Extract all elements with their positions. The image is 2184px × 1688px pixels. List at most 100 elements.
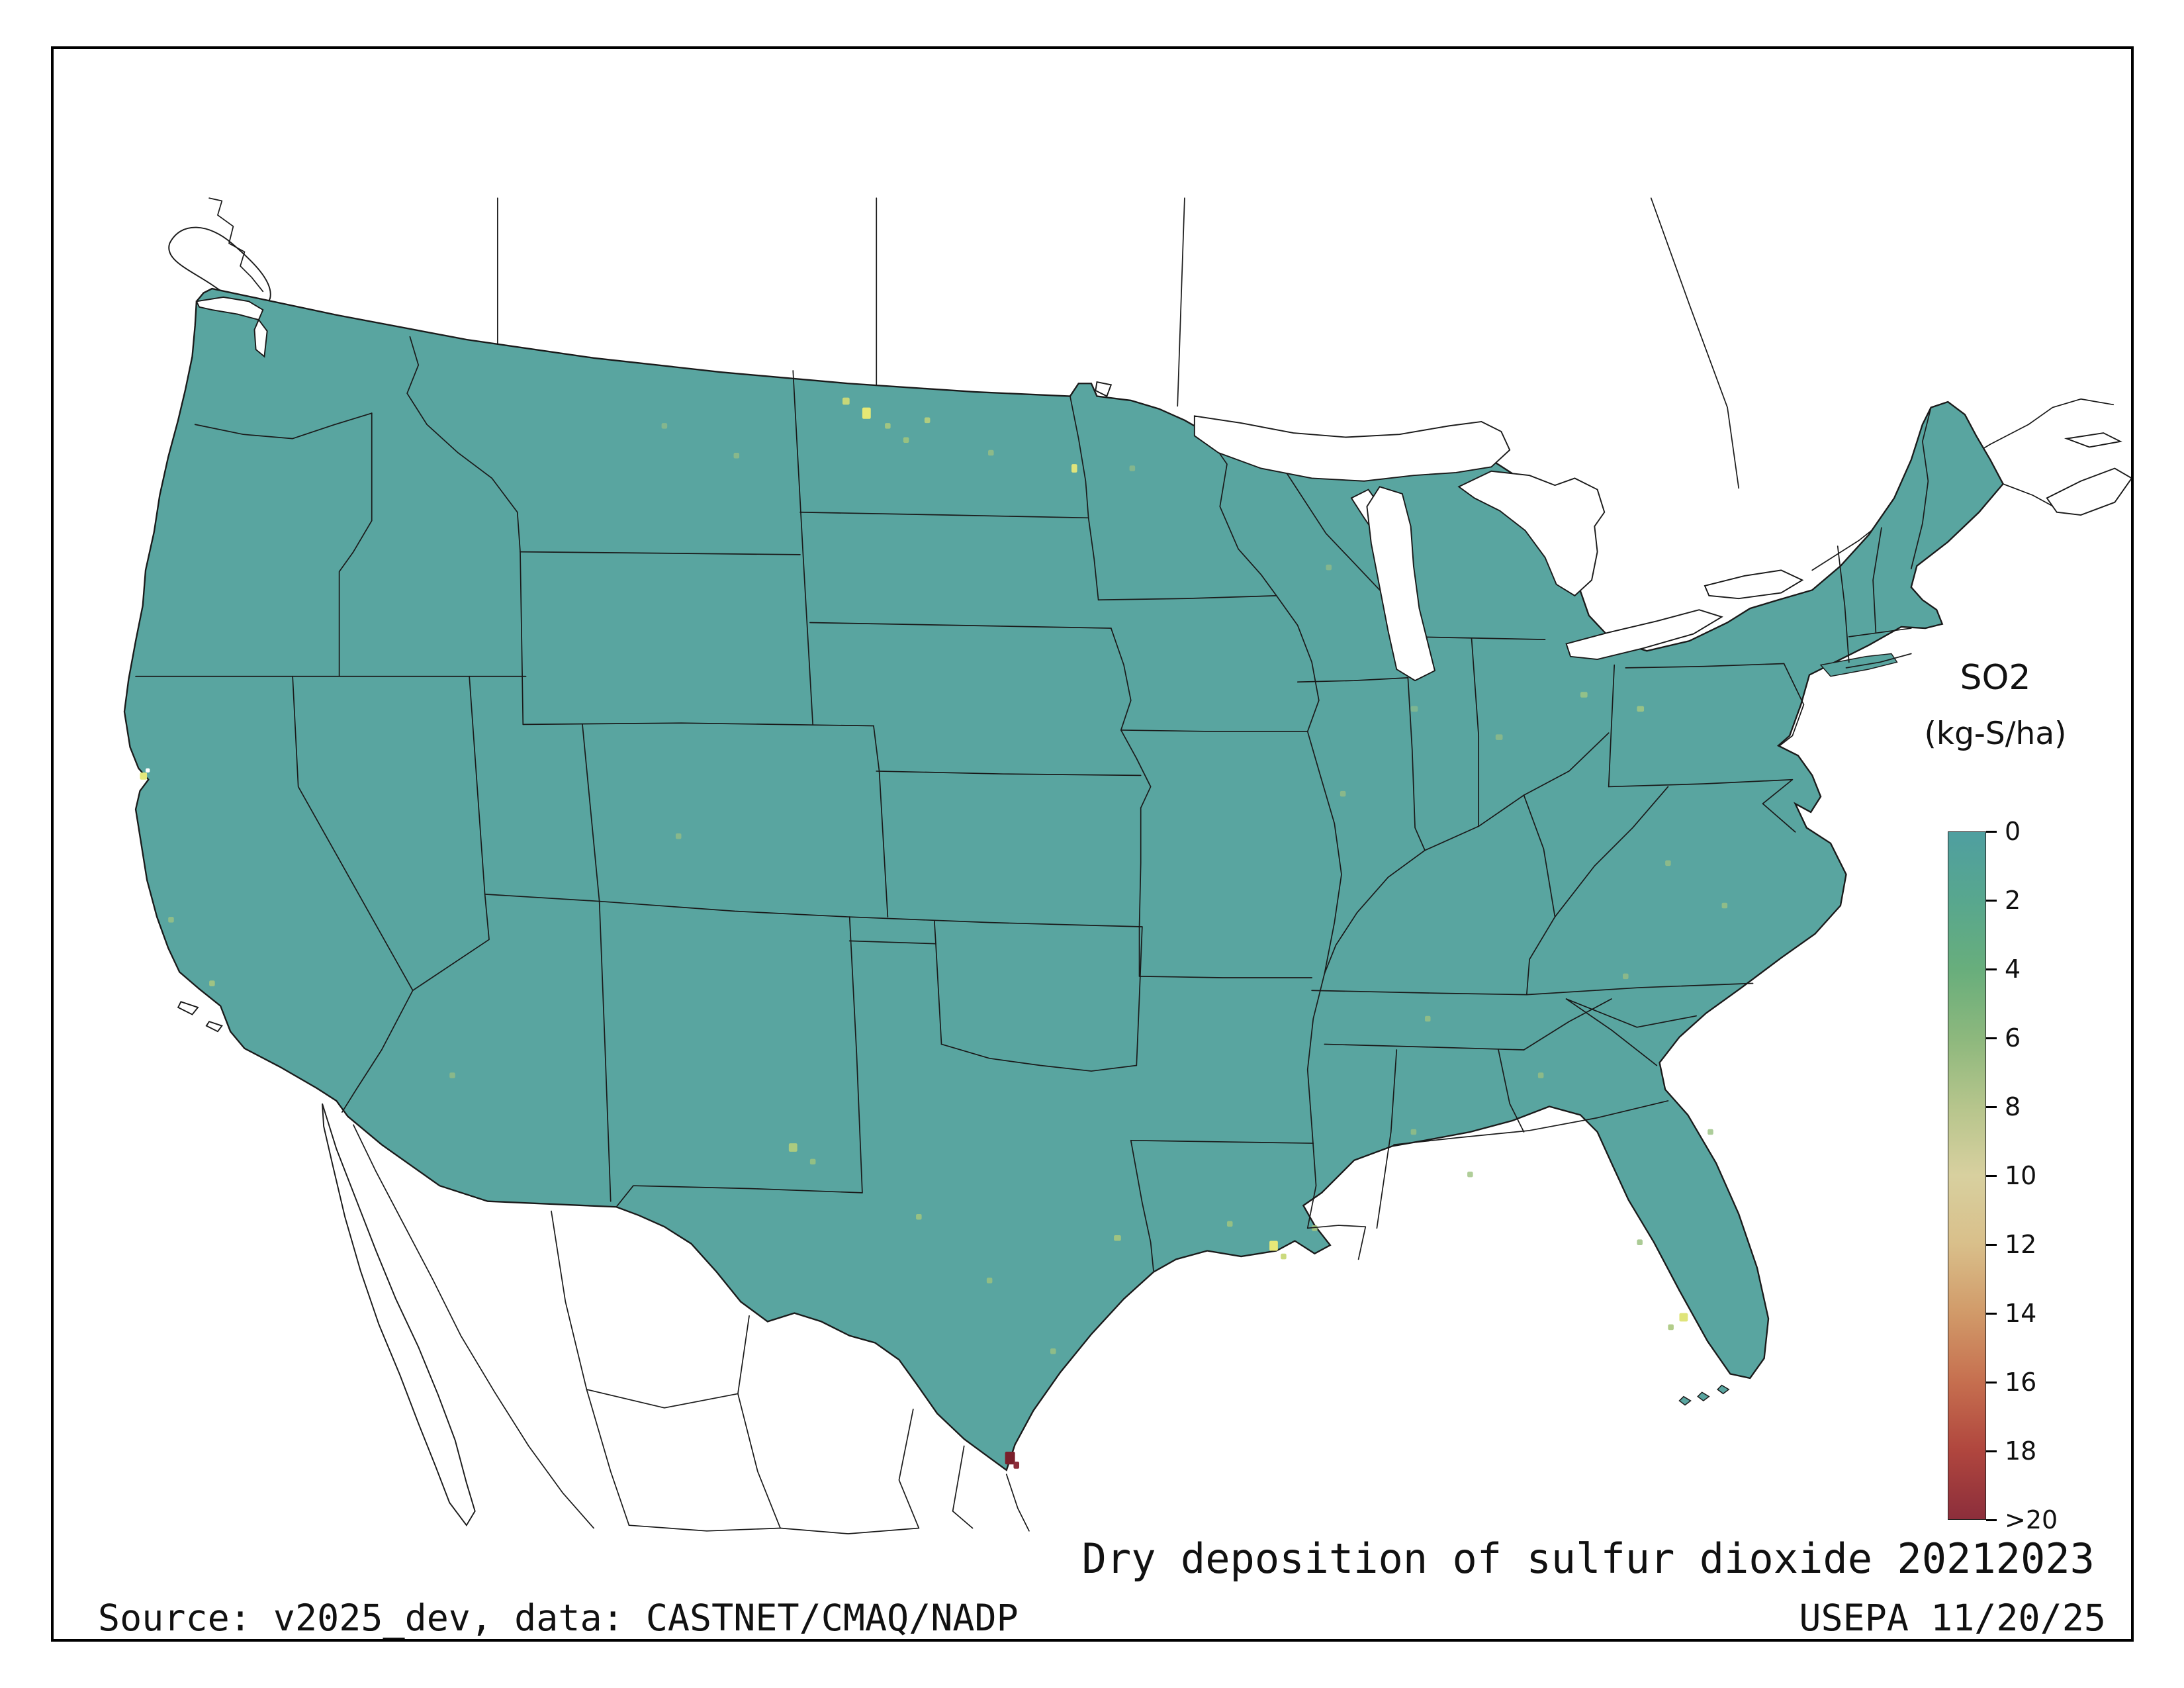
state-border-line [848, 940, 936, 945]
state-border-line [1872, 527, 1882, 633]
state-border-line [1523, 998, 1612, 1051]
legend-tick: 8 [1986, 1092, 2021, 1121]
lake-ontario [1704, 569, 1804, 600]
legend-tick-label: 8 [2005, 1092, 2021, 1121]
deposition-hotspot [1721, 902, 1728, 909]
lake-michigan [1366, 486, 1436, 682]
baja-peninsula [322, 1103, 476, 1526]
nova-scotia [2046, 467, 2133, 516]
deposition-hotspot [146, 768, 150, 773]
legend-tick-label: 6 [2005, 1023, 2021, 1053]
legend-tickmark [1986, 1174, 1997, 1177]
state-border-line [582, 724, 600, 902]
source-text: Source: v2025_dev, data: CASTNET/CMAQ/NA… [98, 1597, 1019, 1639]
state-border-line [1120, 729, 1308, 732]
mexico-state-border [780, 1527, 920, 1534]
state-border-line [1138, 807, 1142, 977]
state-border-line [1565, 998, 1697, 1028]
mexico-state-border [628, 1524, 781, 1532]
legend-tickmark [1986, 968, 1997, 970]
state-border-line [1069, 395, 1099, 601]
deposition-hotspot [1637, 706, 1645, 712]
state-border-line [1523, 794, 1556, 917]
deposition-hotspot [1707, 1129, 1713, 1135]
lake-huron [1457, 470, 1606, 597]
legend-tick: 14 [1986, 1299, 2036, 1328]
state-border-line [1845, 653, 1912, 669]
legend-tick-label: >20 [2005, 1505, 2058, 1534]
deposition-hotspot [903, 437, 909, 444]
puget-sound [253, 318, 268, 358]
state-border-line [1297, 677, 1409, 683]
lake-superior [1193, 415, 1511, 482]
map-title: Dry deposition of sulfur dioxide 2021202… [1081, 1534, 2095, 1583]
deposition-hotspot [1580, 692, 1588, 698]
state-border-line [799, 511, 1089, 519]
legend-tick: 12 [1986, 1230, 2036, 1259]
state-border-line [1097, 595, 1277, 601]
state-border-line [1608, 778, 1794, 788]
state-border-line [1130, 1139, 1154, 1272]
mexico-state-border [952, 1445, 974, 1529]
prince-edward-island [2064, 432, 2122, 448]
state-border-line [873, 725, 889, 917]
legend-tick: 2 [1986, 886, 2021, 915]
mexico-state-border [551, 1210, 630, 1526]
state-border-line [1498, 1049, 1525, 1133]
quebec-ontario-border [1650, 197, 1740, 489]
state-border-line [1625, 663, 1785, 669]
legend-tickmark [1986, 1312, 1997, 1315]
legend-tick-label: 2 [2005, 886, 2021, 915]
deposition-hotspot [1114, 1235, 1121, 1241]
legend-tick-label: 16 [2005, 1368, 2037, 1397]
deposition-hotspot [1129, 465, 1136, 471]
legend-tickmark [1986, 1243, 1997, 1246]
state-border-line [933, 920, 942, 1045]
deposition-hotspot [1467, 1171, 1473, 1178]
state-border-line [412, 894, 490, 992]
deposition-hotspot [1071, 464, 1077, 473]
state-border-line [1565, 998, 1658, 1066]
legend-tick: 0 [1986, 817, 2021, 846]
state-border-line [1203, 431, 1277, 596]
legend-tick-labels: 0 2 4 6 8 10 12 14 16 18 >20 [1986, 817, 2118, 1534]
deposition-hotspot [168, 917, 174, 923]
state-border-line [194, 412, 373, 440]
florida-keys [1717, 1384, 1730, 1395]
deposition-hotspot [1013, 1462, 1019, 1469]
deposition-hotspot [1050, 1348, 1056, 1354]
deposition-hotspot [986, 1278, 993, 1284]
legend-title: SO2 [1960, 658, 2031, 698]
deposition-hotspot [1637, 1239, 1643, 1245]
florida-keys [1697, 1391, 1710, 1402]
legend-tickmark [1986, 1381, 1997, 1383]
deposition-hotspot [1665, 860, 1671, 867]
state-border-line [809, 622, 1112, 629]
legend-colorbar [1948, 831, 1986, 1520]
deposition-hotspot [916, 1213, 922, 1220]
state-border-line [520, 551, 801, 555]
legend-tickmark [1986, 1519, 1997, 1521]
legend-tick: >20 [1986, 1505, 2058, 1534]
great-lakes [195, 296, 1804, 682]
state-border-line [1130, 1139, 1314, 1144]
deposition-hotspot [1281, 1253, 1287, 1260]
state-border-line [792, 370, 814, 726]
deposition-hotspot [209, 980, 215, 986]
state-border-line [1324, 1043, 1525, 1051]
state-border-line [615, 1185, 863, 1208]
state-border-line [522, 722, 874, 727]
legend-tick-label: 14 [2005, 1299, 2037, 1328]
state-border-line [292, 675, 414, 1113]
state-border-line [1779, 663, 1805, 747]
state-border-line [876, 771, 1142, 776]
deposition-hotspot [661, 423, 668, 429]
province-border [1177, 197, 1185, 407]
florida-keys [1678, 1395, 1692, 1406]
deposition-hotspot [885, 423, 891, 429]
long-island [1819, 653, 1898, 677]
lake-of-the-woods [1095, 381, 1113, 397]
mexico-state-border [586, 1389, 739, 1409]
state-borders [135, 336, 1932, 1272]
state-border-line [1376, 1049, 1398, 1229]
